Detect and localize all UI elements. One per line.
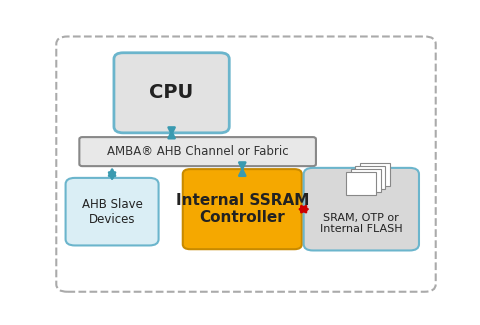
FancyBboxPatch shape — [66, 178, 158, 245]
Text: Internal SSRAM
Controller: Internal SSRAM Controller — [176, 193, 309, 225]
Text: AMBA® AHB Channel or Fabric: AMBA® AHB Channel or Fabric — [107, 145, 288, 158]
FancyBboxPatch shape — [360, 162, 390, 187]
FancyBboxPatch shape — [114, 53, 229, 133]
FancyArrowPatch shape — [109, 170, 115, 178]
FancyBboxPatch shape — [347, 172, 376, 195]
Text: SRAM, OTP or
Internal FLASH: SRAM, OTP or Internal FLASH — [320, 213, 403, 234]
Text: CPU: CPU — [149, 83, 194, 102]
Text: AHB Slave
Devices: AHB Slave Devices — [82, 198, 143, 226]
FancyArrowPatch shape — [239, 162, 245, 176]
FancyBboxPatch shape — [183, 169, 302, 249]
FancyBboxPatch shape — [304, 168, 419, 251]
FancyBboxPatch shape — [355, 166, 385, 189]
FancyBboxPatch shape — [79, 137, 316, 166]
FancyArrowPatch shape — [168, 127, 175, 138]
FancyBboxPatch shape — [351, 169, 381, 192]
FancyArrowPatch shape — [300, 206, 307, 212]
